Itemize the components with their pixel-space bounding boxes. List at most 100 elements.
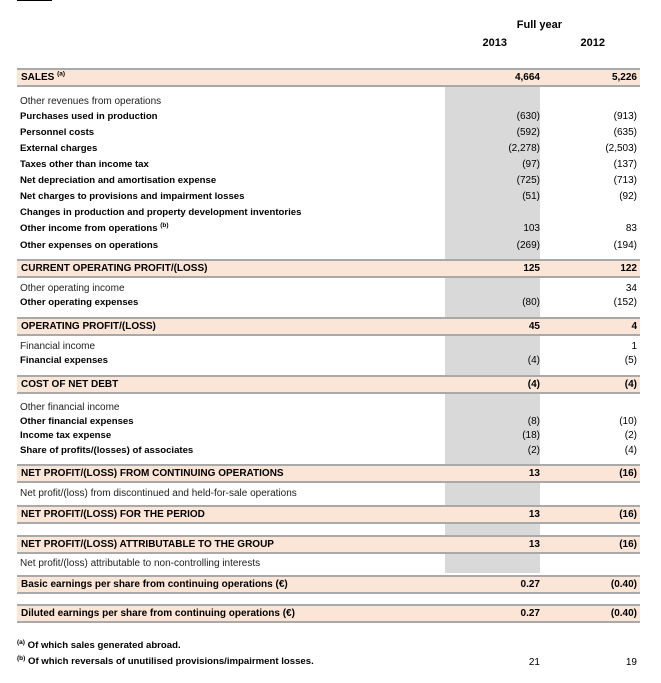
row-label-text: OPERATING PROFIT/(LOSS): [21, 321, 156, 332]
row-label: Financial income: [20, 340, 95, 354]
value-2013: 13: [528, 539, 540, 550]
value-2012: (137): [613, 159, 637, 170]
value-2012: (635): [613, 127, 637, 138]
row-label: Share of profits/(losses) of associates: [20, 444, 193, 458]
value-2013: (630): [516, 111, 540, 122]
row-label-text: Other operating expenses: [20, 297, 139, 308]
value-2013: (269): [516, 240, 540, 251]
table-row: Net profit/(loss) from discontinued and …: [17, 487, 640, 501]
row-label: CURRENT OPERATING PROFIT/(LOSS): [21, 261, 207, 276]
value-2012: (92): [619, 191, 637, 202]
row-label-text: Personnel costs: [20, 127, 95, 138]
full-year-header: Full year: [516, 19, 562, 31]
footnote-mark: (a): [17, 638, 25, 646]
value-2012: (5): [624, 355, 637, 366]
value-2013: 4,664: [514, 72, 540, 83]
row-label-text: Financial expenses: [20, 355, 108, 366]
row-label-text: Share of profits/(losses) of associates: [20, 445, 194, 456]
footnote: (a) Of which sales generated abroad.: [17, 638, 181, 651]
table-row: Net profit/(loss) attributable to non-co…: [17, 557, 640, 571]
footnote-marker: (b): [160, 221, 169, 229]
table-row: Diluted earnings per share from continui…: [17, 604, 640, 623]
value-2013: 125: [523, 263, 540, 274]
row-label-text: Financial income: [20, 341, 96, 352]
value-2013: (97): [522, 159, 540, 170]
row-label: Purchases used in production: [20, 110, 158, 124]
row-label: OPERATING PROFIT/(LOSS): [21, 319, 156, 334]
row-label: Income tax expense: [20, 429, 111, 443]
value-2012: (713): [613, 175, 637, 186]
row-label-text: Purchases used in production: [20, 111, 158, 122]
table-row: Other operating expenses (80) (152): [17, 296, 640, 310]
value-2012: (16): [619, 539, 637, 550]
row-label-text: Other operating income: [20, 283, 125, 294]
row-label: NET PROFIT/(LOSS) ATTRIBUTABLE TO THE GR…: [21, 537, 274, 552]
row-label-text: Basic earnings per share from continuing…: [21, 579, 288, 590]
row-label-text: Net depreciation and amortisation expens…: [20, 175, 217, 186]
row-label: Basic earnings per share from continuing…: [21, 577, 288, 592]
year-2013-header: 2013: [482, 37, 507, 49]
value-2012: (4): [624, 379, 637, 390]
value-2013: 13: [528, 509, 540, 520]
value-2012: (0.40): [610, 608, 637, 619]
row-label-text: Changes in production and property devel…: [20, 207, 302, 218]
value-2012: 4: [631, 321, 637, 332]
table-row: Other expenses on operations (269) (194): [17, 239, 640, 253]
value-2012: (194): [613, 240, 637, 251]
row-label-text: Income tax expense: [20, 430, 112, 441]
value-2012: (2): [624, 430, 637, 441]
table-row: Other revenues from operations: [17, 95, 640, 109]
value-2013: (2,278): [508, 143, 540, 154]
value-2012: 83: [625, 223, 637, 234]
row-label: NET PROFIT/(LOSS) FROM CONTINUING OPERAT…: [21, 466, 284, 481]
value-2013: (80): [522, 297, 540, 308]
footnote: (b) Of which reversals of unutilised pro…: [17, 654, 314, 667]
row-label-text: Other income from operations: [20, 223, 158, 234]
row-label: Other operating income: [20, 282, 125, 296]
value-2013: (4): [527, 379, 540, 390]
row-label-text: Other expenses on operations: [20, 240, 159, 251]
value-2013: 13: [528, 468, 540, 479]
value-2012: 5,226: [611, 72, 637, 83]
value-2012: (16): [619, 468, 637, 479]
cropped-top-text: [17, 0, 52, 3]
value-2012: (4): [624, 445, 637, 456]
row-label: Net profit/(loss) from discontinued and …: [20, 487, 297, 501]
row-label: SALES (a): [21, 70, 65, 85]
value-2013: (592): [516, 127, 540, 138]
table-row: OPERATING PROFIT/(LOSS) 45 4: [17, 317, 640, 336]
row-label-text: Net charges to provisions and impairment…: [20, 191, 245, 202]
value-2012: (913): [613, 111, 637, 122]
table-row: NET PROFIT/(LOSS) FOR THE PERIOD 13 (16): [17, 505, 640, 524]
value-2013: (725): [516, 175, 540, 186]
table-row: SALES (a) 4,664 5,226: [17, 68, 640, 87]
value-2013: 103: [523, 223, 540, 234]
row-label-text: Net profit/(loss) attributable to non-co…: [20, 558, 261, 569]
value-2012: 34: [625, 283, 637, 294]
row-label: Financial expenses: [20, 354, 108, 368]
value-2013: (8): [527, 416, 540, 427]
row-label: Net depreciation and amortisation expens…: [20, 174, 216, 188]
value-2013: 0.27: [520, 579, 540, 590]
row-label: Diluted earnings per share from continui…: [21, 606, 295, 621]
footnote-mark: (b): [17, 654, 26, 662]
row-label: Other financial expenses: [20, 415, 134, 429]
value-2012: (2,503): [605, 143, 637, 154]
table-row: Changes in production and property devel…: [17, 206, 640, 220]
table-row: Basic earnings per share from continuing…: [17, 575, 640, 594]
table-row: CURRENT OPERATING PROFIT/(LOSS) 125 122: [17, 259, 640, 278]
footnote-value-2012: 19: [625, 657, 637, 668]
row-label-text: NET PROFIT/(LOSS) FROM CONTINUING OPERAT…: [21, 468, 284, 479]
row-label-text: NET PROFIT/(LOSS) ATTRIBUTABLE TO THE GR…: [21, 539, 274, 550]
table-row: Other financial income: [17, 401, 640, 415]
row-label: Other expenses on operations: [20, 239, 158, 253]
value-2012: 1: [631, 341, 637, 352]
value-2012: (10): [619, 416, 637, 427]
row-label: Other revenues from operations: [20, 95, 161, 109]
value-2012: (152): [613, 297, 637, 308]
footnote-value-2013: 21: [528, 657, 540, 668]
table-row: NET PROFIT/(LOSS) FROM CONTINUING OPERAT…: [17, 464, 640, 483]
value-2013: (18): [522, 430, 540, 441]
value-2013: (4): [527, 355, 540, 366]
